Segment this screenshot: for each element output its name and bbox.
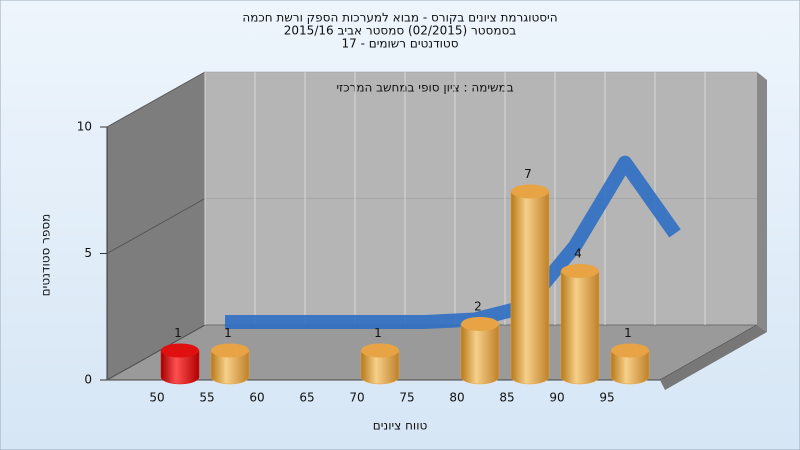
y-tick-label: 0 — [84, 373, 92, 387]
chart-subtitle: סטודנטים רשומים - 17 — [341, 37, 458, 51]
value-label: 7 — [524, 167, 532, 181]
value-label: 2 — [474, 300, 482, 314]
bar-top — [561, 264, 599, 278]
x-tick-label: 65 — [299, 391, 314, 405]
bar — [610, 350, 650, 385]
curve — [225, 155, 681, 329]
bar-top — [511, 184, 549, 199]
bar — [460, 323, 500, 385]
value-label: 1 — [174, 326, 182, 340]
x-tick-label: 70 — [349, 391, 364, 405]
bar-top — [361, 343, 399, 358]
x-tick-label: 60 — [249, 391, 264, 405]
value-label: 1 — [624, 326, 632, 340]
grid-line — [106, 71, 206, 128]
bar — [560, 270, 600, 385]
x-tick-label: 85 — [499, 391, 514, 405]
chart-subtitle: בסמסטר (02/2015) סמסטר אביב 2015/16 — [284, 24, 516, 38]
bar-top — [611, 343, 649, 358]
bar — [210, 350, 250, 385]
bar-top — [211, 343, 249, 358]
x-tick-label: 90 — [549, 391, 564, 405]
chart-title: היסטוגרמת ציונים בקורס - מבוא למערכות הס… — [242, 11, 557, 25]
y-tick-label: 5 — [84, 246, 92, 260]
bar — [360, 350, 400, 385]
floor — [105, 324, 759, 381]
annotation: במשימה : ציון סופי במחשב המרכזי — [336, 81, 513, 95]
value-label: 4 — [574, 247, 582, 261]
floor-edge — [660, 325, 767, 390]
grid-line — [106, 324, 206, 381]
grid-line — [106, 198, 206, 254]
value-label: 1 — [224, 326, 232, 340]
x-tick-label: 75 — [399, 391, 414, 405]
wall-edge — [757, 72, 767, 332]
bar — [510, 191, 550, 385]
bar — [160, 350, 200, 385]
x-tick-label: 55 — [199, 391, 214, 405]
y-tick-label: 10 — [77, 120, 92, 134]
x-tick-label: 80 — [449, 391, 464, 405]
value-label: 1 — [374, 326, 382, 340]
bar-top — [161, 343, 199, 358]
x-axis-label: טווח ציונים — [373, 419, 428, 433]
bar-top — [461, 317, 499, 331]
y-axis-label: מספר סטודנטים — [39, 214, 53, 297]
x-tick-label: 50 — [149, 391, 164, 405]
x-tick-label: 95 — [599, 391, 614, 405]
